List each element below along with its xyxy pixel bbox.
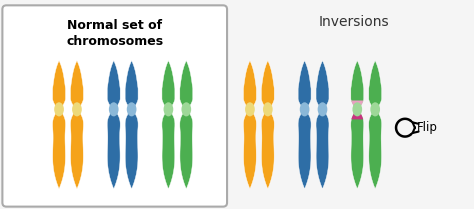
Ellipse shape (164, 102, 173, 116)
Polygon shape (351, 101, 364, 110)
Polygon shape (125, 61, 138, 189)
Text: Inversions: Inversions (319, 15, 390, 29)
Ellipse shape (353, 102, 362, 116)
Polygon shape (71, 61, 83, 189)
Ellipse shape (300, 102, 310, 116)
Ellipse shape (263, 102, 273, 116)
Ellipse shape (370, 102, 380, 116)
Ellipse shape (182, 102, 191, 116)
Text: Flip: Flip (417, 121, 438, 134)
Polygon shape (351, 61, 364, 189)
Polygon shape (369, 61, 382, 189)
Polygon shape (244, 61, 256, 189)
Ellipse shape (72, 102, 82, 116)
Ellipse shape (127, 102, 137, 116)
Polygon shape (162, 61, 175, 189)
Polygon shape (351, 111, 363, 119)
Polygon shape (107, 61, 120, 189)
Polygon shape (53, 61, 65, 189)
Ellipse shape (54, 102, 64, 116)
Ellipse shape (109, 102, 118, 116)
Ellipse shape (318, 102, 328, 116)
Text: Normal set of
chromosomes: Normal set of chromosomes (66, 19, 163, 48)
FancyBboxPatch shape (2, 5, 227, 207)
Polygon shape (180, 61, 193, 189)
Polygon shape (298, 61, 311, 189)
Polygon shape (261, 61, 274, 189)
Ellipse shape (245, 102, 255, 116)
Polygon shape (316, 61, 329, 189)
